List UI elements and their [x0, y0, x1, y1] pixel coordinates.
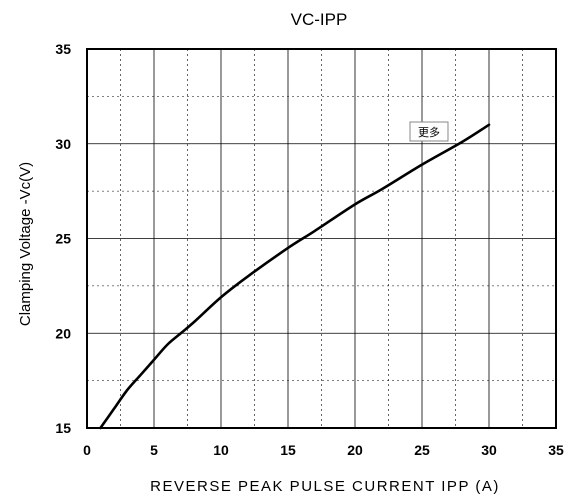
y-tick-label: 35	[55, 41, 71, 57]
y-tick-label: 15	[55, 420, 71, 436]
ticks: 0 5 10 15 20 25 30 35 15 20 25 30 35	[55, 41, 564, 458]
chart-title: VC-IPP	[291, 10, 348, 29]
grid	[87, 49, 556, 428]
y-tick-label: 25	[55, 231, 71, 247]
x-tick-label: 35	[548, 442, 564, 458]
x-tick-label: 10	[213, 442, 229, 458]
x-tick-label: 20	[347, 442, 363, 458]
plot-frame	[86, 48, 557, 429]
y-axis-label: Clamping Voltage -Vc(V)	[17, 162, 34, 326]
x-axis-label: REVERSE PEAK PULSE CURRENT IPP (A)	[150, 478, 500, 495]
y-tick-label: 30	[55, 136, 71, 152]
x-tick-label: 30	[481, 442, 497, 458]
y-tick-label: 20	[55, 325, 71, 341]
x-tick-label: 15	[280, 442, 296, 458]
x-tick-label: 25	[414, 442, 430, 458]
tooltip-label[interactable]: 更多	[418, 125, 440, 139]
series-lines	[99, 123, 491, 430]
more-tooltip[interactable]: 更多	[409, 121, 449, 142]
x-tick-label: 0	[83, 442, 91, 458]
x-tick-label: 5	[150, 442, 158, 458]
series-line-0	[99, 123, 491, 430]
tooltip-box[interactable]	[409, 121, 449, 142]
